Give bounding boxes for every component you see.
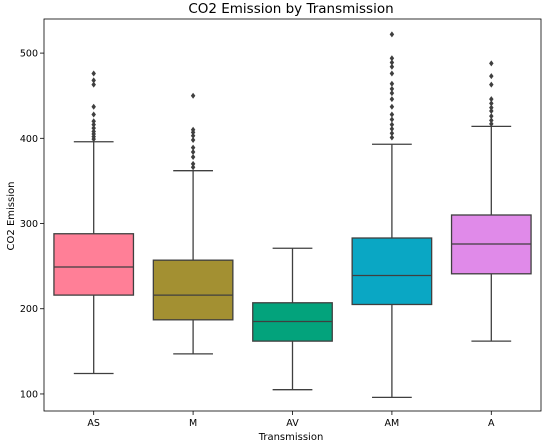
outlier-point-m [190,160,196,167]
y-tick-label: 100 [20,389,38,400]
outlier-point-am [389,31,395,38]
outlier-point-a [489,100,494,107]
y-tick-label: 500 [20,49,38,60]
outlier-point-am [389,55,395,62]
outlier-point-am [389,130,395,137]
outlier-point-m [190,132,196,139]
outlier-point-a [489,104,494,111]
outlier-point-am [389,90,395,97]
outlier-point-a [489,96,494,103]
outlier-point-am [389,125,395,132]
outlier-point-m [190,92,196,99]
outlier-point-a [489,73,494,80]
outlier-point-am [389,121,395,128]
outlier-point-a [489,81,494,88]
outlier-point-as [91,81,96,88]
outlier-point-am [389,80,395,87]
box-m [152,259,234,321]
outlier-point-a [489,113,494,120]
outlier-point-a [489,120,494,127]
outlier-point-m [190,154,196,161]
x-tick-label-av: AV [286,418,299,429]
outlier-point-m [190,144,196,151]
x-axis-label: Transmission [258,432,324,443]
outlier-point-am [389,63,395,70]
outlier-point-as [91,125,96,132]
chart-title: CO2 Emission by Transmission [188,1,393,17]
outlier-point-am [389,116,395,123]
outlier-point-am [389,59,395,66]
outlier-point-a [489,108,494,115]
outlier-point-as [91,111,96,118]
outlier-point-am [389,96,395,103]
outlier-point-a [489,117,494,124]
outlier-point-am [389,70,395,77]
x-tick-label-a: A [488,418,495,429]
box-am [351,237,433,306]
outlier-point-a [489,60,494,67]
outlier-point-as [91,103,96,110]
y-axis-label: CO2 Emission [6,182,17,251]
outlier-point-m [190,126,196,133]
y-tick-label: 400 [20,134,38,145]
x-tick-label-as: AS [87,418,100,429]
y-tick-label: 300 [20,219,38,230]
outlier-point-as [91,118,96,125]
outlier-point-as [91,77,96,84]
outlier-point-am [389,85,395,92]
outlier-point-am [389,134,395,141]
outlier-point-as [91,70,96,77]
outlier-point-m [190,148,196,155]
x-tick-label-am: AM [385,418,400,429]
y-tick-label: 200 [20,304,38,315]
outlier-point-am [389,111,395,118]
box-as [53,233,135,296]
outlier-point-m [190,164,196,171]
outlier-point-am [389,103,395,110]
outlier-point-as [91,128,96,135]
plot-area: 100 200 300 400 500 AS M AV AM A [20,18,542,429]
x-tick-label-m: M [189,418,197,429]
outlier-point-as [91,121,96,128]
outlier-point-m [190,137,196,144]
